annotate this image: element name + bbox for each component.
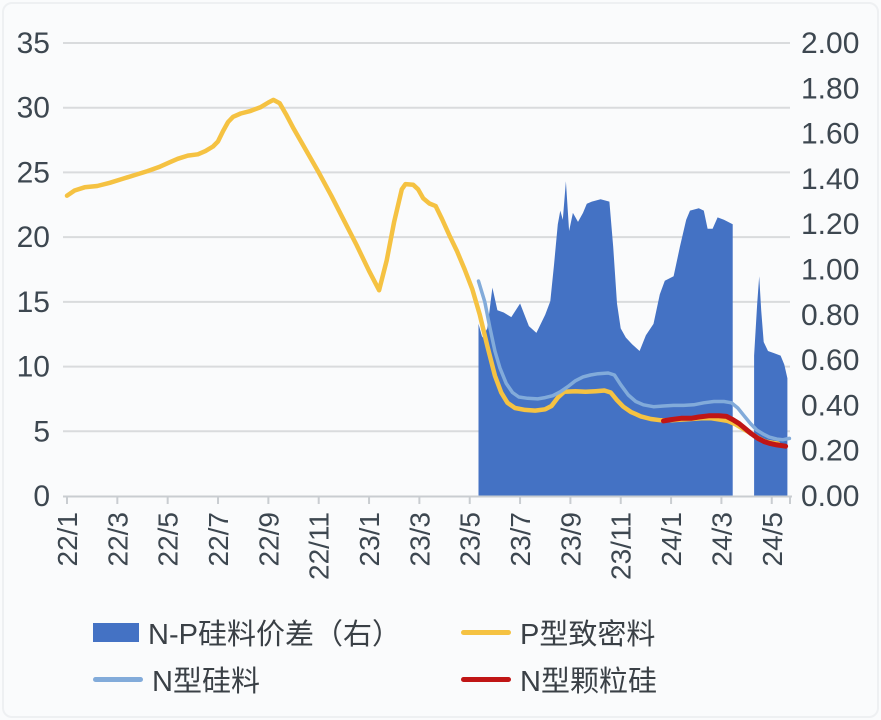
np-spread-area: [754, 276, 788, 496]
y-right-tick-label: 1.00: [801, 254, 859, 287]
y-right-tick-label: 0.20: [801, 435, 859, 468]
y-left-tick-label: 30: [17, 92, 50, 125]
x-tick-label: 22/3: [102, 512, 133, 567]
legend-label-p-dense: P型致密料: [520, 619, 656, 651]
y-left-tick-label: 15: [17, 286, 50, 319]
legend-item-np-spread: N-P硅料价差（右）: [93, 613, 461, 651]
x-tick-label: 24/3: [706, 512, 737, 567]
x-tick-label: 22/1: [52, 512, 83, 567]
x-tick-label: 23/11: [606, 512, 637, 580]
y-right-tick-label: 1.80: [801, 72, 859, 105]
x-tick-label: 22/9: [253, 512, 284, 567]
x-tick-label: 23/9: [555, 512, 586, 567]
legend-label-n-granular: N型颗粒硅: [520, 666, 657, 698]
legend-item-p-dense: P型致密料: [461, 613, 657, 651]
legend-label-np-spread: N-P硅料价差（右）: [148, 619, 401, 651]
x-tick-label: 23/1: [354, 512, 385, 567]
x-tick-label: 23/5: [455, 512, 486, 567]
x-tick-label: 24/5: [757, 512, 788, 567]
y-left-tick-label: 25: [17, 156, 50, 189]
y-right-tick-label: 0.80: [801, 299, 859, 332]
y-left-tick-label: 10: [17, 351, 50, 384]
x-tick-label: 22/11: [304, 512, 335, 580]
y-right-tick-label: 0.40: [801, 389, 859, 422]
y-left-tick-label: 20: [17, 221, 50, 254]
y-right-tick-label: 2.00: [801, 27, 859, 60]
x-tick-label: 22/5: [153, 512, 184, 567]
price-spread-chart: 0 5 10 15 20 25 30 35 0.00 0.20 0.40 0.60 0.80 1.00 1.…: [17, 27, 860, 580]
y-right-tick-label: 0.00: [801, 480, 859, 513]
y-left-tick-label: 35: [17, 27, 50, 60]
line-series-2: [661, 413, 789, 449]
x-tick-label: 22/7: [203, 512, 234, 567]
y-left-tick-label: 0: [33, 480, 50, 513]
y-right-tick-label: 1.20: [801, 208, 859, 241]
y-right-tick-label: 0.60: [801, 344, 859, 377]
legend-swatch-p-dense-line: [461, 629, 511, 635]
y-right-tick-label: 1.40: [801, 163, 859, 196]
legend-swatch-n-granular-line: [461, 676, 511, 682]
y-right-tick-label: 1.60: [801, 118, 859, 151]
line-series-0: [64, 97, 781, 446]
x-tick-label: 23/7: [505, 512, 536, 567]
legend-swatch-n-poly-line: [93, 676, 143, 682]
y-left-tick-label: 5: [33, 415, 50, 448]
legend-item-n-poly: N型硅料: [93, 660, 461, 698]
legend-item-n-granular: N型颗粒硅: [461, 660, 657, 698]
chart-legend: N-P硅料价差（右） P型致密料 N型硅料 N型颗粒硅: [93, 613, 657, 698]
x-tick-label: 23/3: [404, 512, 435, 567]
legend-swatch-np-spread-area: [93, 622, 139, 642]
np-spread-area: [478, 181, 733, 496]
x-tick-label: 24/1: [656, 512, 687, 567]
line-series-1: [476, 279, 792, 442]
legend-label-n-poly: N型硅料: [152, 666, 260, 698]
